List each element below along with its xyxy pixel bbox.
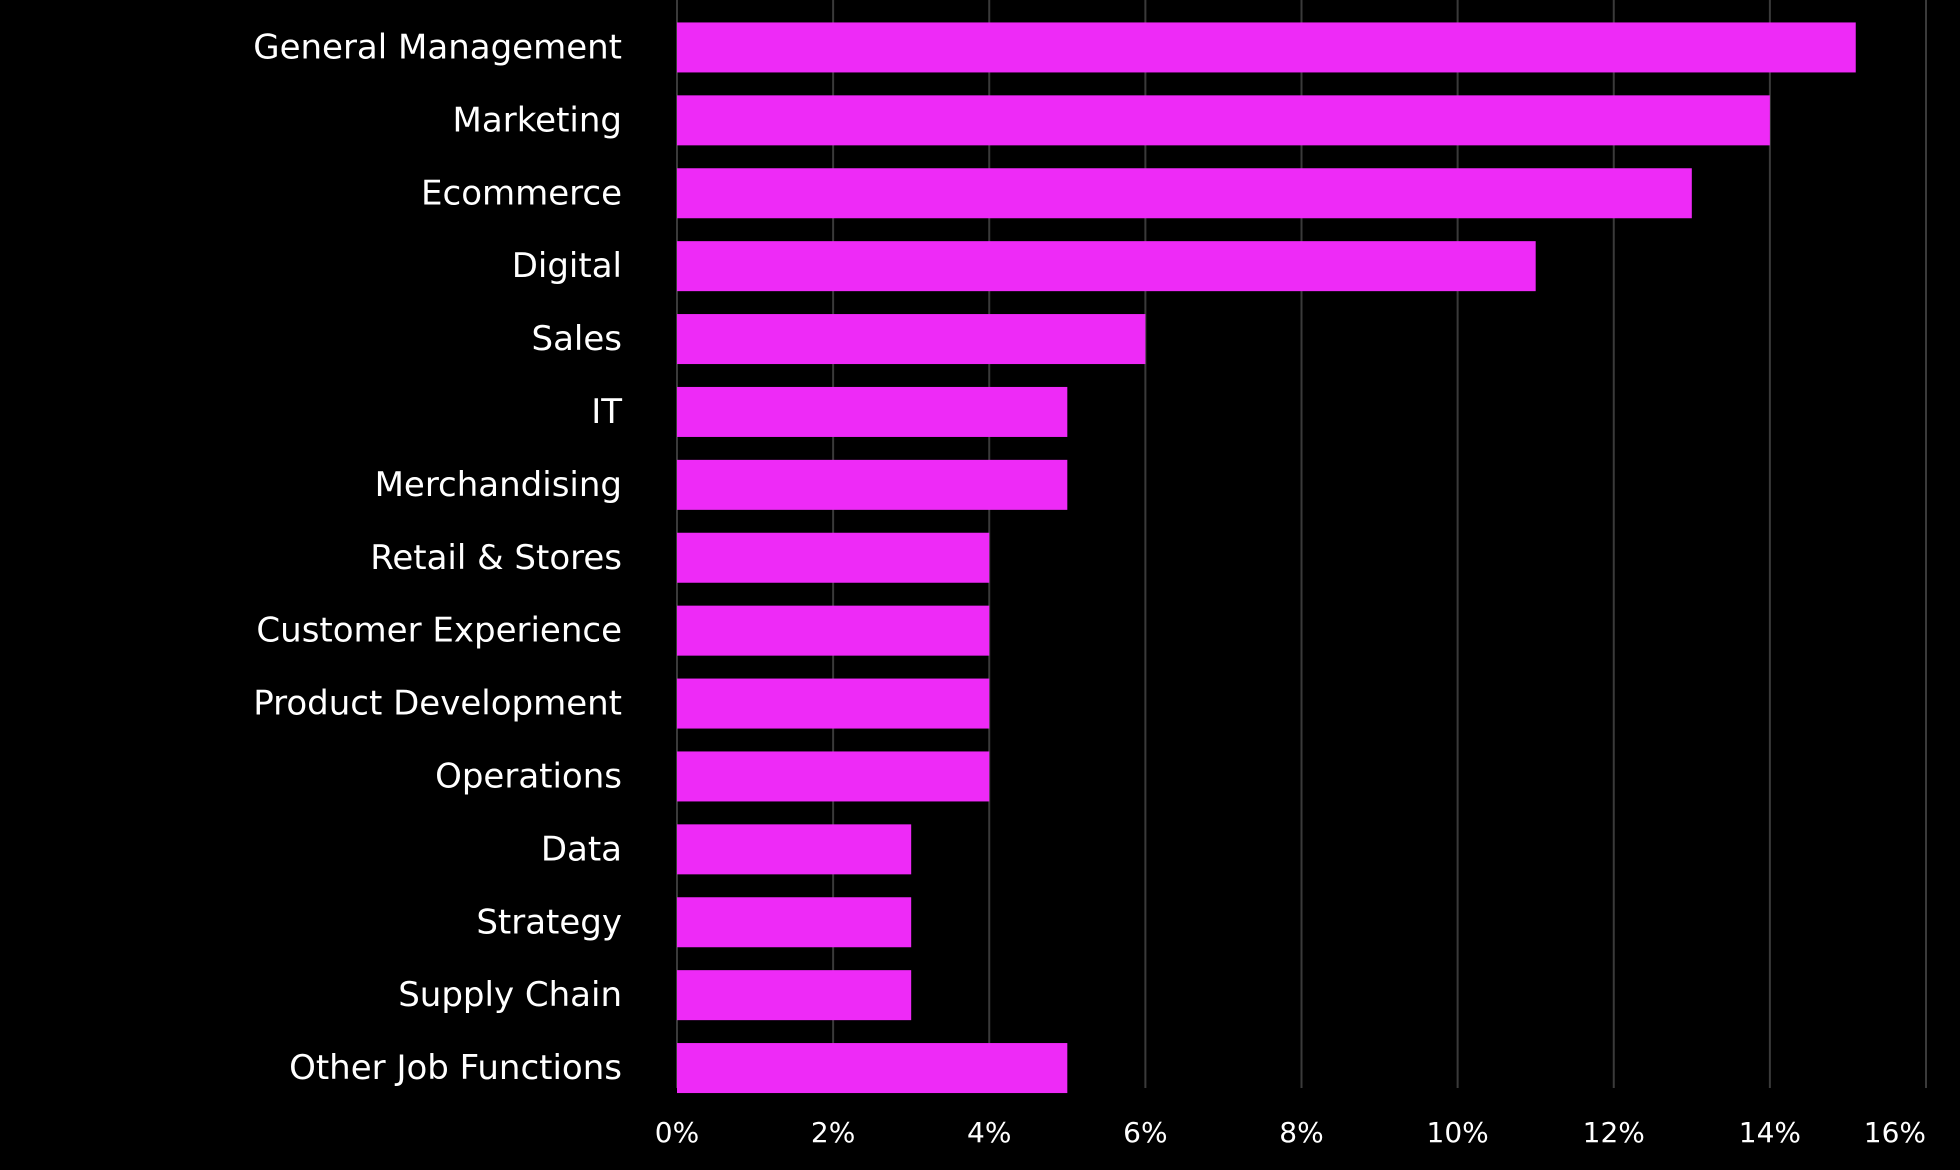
category-label: Retail & Stores bbox=[370, 538, 622, 578]
bar-11 bbox=[677, 824, 912, 875]
bar-12 bbox=[677, 897, 912, 948]
category-label: General Management bbox=[253, 27, 622, 67]
bar-6 bbox=[677, 459, 1068, 510]
category-label: Marketing bbox=[453, 100, 622, 140]
bar-5 bbox=[677, 386, 1068, 437]
x-tick-label: 4% bbox=[967, 1116, 1011, 1149]
category-label: Digital bbox=[512, 246, 622, 286]
x-tick-label: 0% bbox=[655, 1116, 699, 1149]
x-tick-label: 14% bbox=[1739, 1116, 1801, 1149]
x-tick-label: 8% bbox=[1279, 1116, 1323, 1149]
bar-1 bbox=[677, 95, 1770, 146]
category-label: Strategy bbox=[476, 902, 622, 942]
bar-0 bbox=[677, 22, 1856, 73]
x-tick-label: 6% bbox=[1123, 1116, 1167, 1149]
category-label: Customer Experience bbox=[256, 611, 622, 651]
x-axis-tick-labels: 0% 2% 4% 6% 8% 10% 12% 14% 16% bbox=[655, 1116, 1926, 1149]
category-label: Data bbox=[541, 829, 622, 869]
bar-14 bbox=[677, 1043, 1068, 1094]
bar-9 bbox=[677, 678, 990, 729]
bar-10 bbox=[677, 751, 990, 802]
x-tick-label: 16% bbox=[1864, 1116, 1926, 1149]
category-label: Product Development bbox=[253, 684, 622, 724]
bar-8 bbox=[677, 605, 990, 656]
category-label: Operations bbox=[435, 756, 622, 796]
category-labels: General Management Marketing Ecommerce Digi… bbox=[253, 27, 622, 1088]
x-tick-label: 10% bbox=[1427, 1116, 1489, 1149]
category-label: Ecommerce bbox=[421, 173, 622, 213]
category-label: Other Job Functions bbox=[289, 1048, 622, 1088]
bar-4 bbox=[677, 314, 1146, 365]
bar-3 bbox=[677, 241, 1536, 292]
bar-2 bbox=[677, 168, 1692, 219]
x-tick-label: 12% bbox=[1583, 1116, 1645, 1149]
bar-13 bbox=[677, 970, 912, 1021]
bar-7 bbox=[677, 532, 990, 583]
bars bbox=[677, 22, 1856, 1094]
category-label: IT bbox=[591, 392, 622, 432]
category-label: Supply Chain bbox=[398, 975, 622, 1015]
category-label: Sales bbox=[532, 319, 623, 359]
x-tick-label: 2% bbox=[811, 1116, 855, 1149]
category-label: Merchandising bbox=[375, 465, 622, 505]
